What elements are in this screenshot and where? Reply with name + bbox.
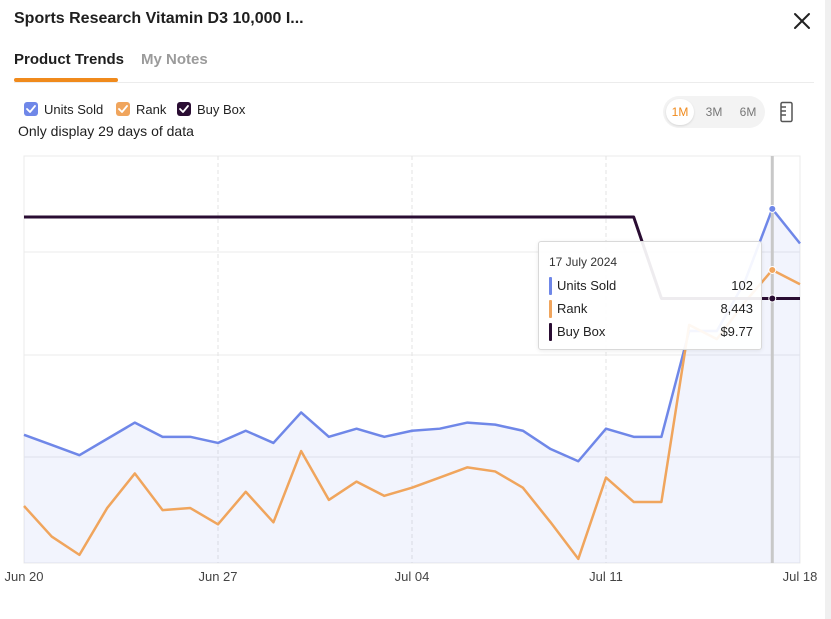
chart-tooltip: 17 July 2024 Units Sold 102 Rank 8,443 B… [538, 241, 762, 350]
x-tick-label: Jun 27 [198, 569, 237, 584]
legend-label: Rank [136, 102, 167, 117]
hover-point [768, 204, 777, 213]
series-color-marker [549, 277, 552, 295]
tab-my-notes[interactable]: My Notes [141, 51, 208, 68]
tooltip-row-rank: Rank 8,443 [549, 300, 753, 318]
legend-label: Units Sold [44, 102, 104, 117]
tooltip-row-units-sold: Units Sold 102 [549, 277, 753, 295]
time-range-selector: 1M 3M 6M [663, 96, 765, 128]
tooltip-series-value: $9.77 [720, 324, 753, 339]
range-3m-button[interactable]: 3M [705, 105, 723, 119]
scrollbar-track[interactable] [825, 0, 831, 619]
legend-label: Buy Box [197, 102, 246, 117]
tooltip-series-name: Rank [557, 301, 588, 316]
tab-bar: Product Trends My Notes [14, 50, 814, 83]
tooltip-date: 17 July 2024 [549, 255, 618, 269]
range-6m-button[interactable]: 6M [739, 105, 757, 119]
tooltip-series-value: 102 [731, 278, 753, 293]
range-1m-button[interactable]: 1M [666, 99, 694, 125]
header: Sports Research Vitamin D3 10,000 I... [14, 9, 814, 33]
active-tab-indicator [14, 78, 118, 82]
close-icon[interactable] [790, 9, 814, 33]
ruler-icon[interactable] [778, 101, 796, 123]
tab-product-trends[interactable]: Product Trends [14, 51, 125, 68]
units-sold-line [23, 207, 801, 463]
units-sold-area [24, 208, 800, 563]
product-title: Sports Research Vitamin D3 10,000 I... [14, 10, 304, 27]
hover-point [768, 265, 777, 274]
x-tick-label: Jun 20 [4, 569, 43, 584]
tooltip-row-buy-box: Buy Box $9.77 [549, 323, 753, 341]
checkbox-checked-icon[interactable] [177, 102, 191, 116]
tooltip-series-value: 8,443 [720, 301, 753, 316]
data-range-note: Only display 29 days of data [18, 123, 194, 139]
series-color-marker [549, 300, 552, 318]
checkbox-checked-icon[interactable] [24, 102, 38, 116]
hover-point [768, 294, 777, 303]
trend-chart[interactable]: Jun 20 Jun 27 Jul 04 Jul 11 Jul 18 [0, 150, 831, 600]
tooltip-series-name: Units Sold [557, 278, 617, 293]
x-tick-label: Jul 18 [783, 569, 818, 584]
series-color-marker [549, 323, 552, 341]
x-tick-label: Jul 04 [395, 569, 430, 584]
x-tick-label: Jul 11 [589, 569, 623, 584]
tooltip-series-name: Buy Box [557, 324, 606, 339]
checkbox-checked-icon[interactable] [116, 102, 130, 116]
rank-line [23, 268, 801, 561]
